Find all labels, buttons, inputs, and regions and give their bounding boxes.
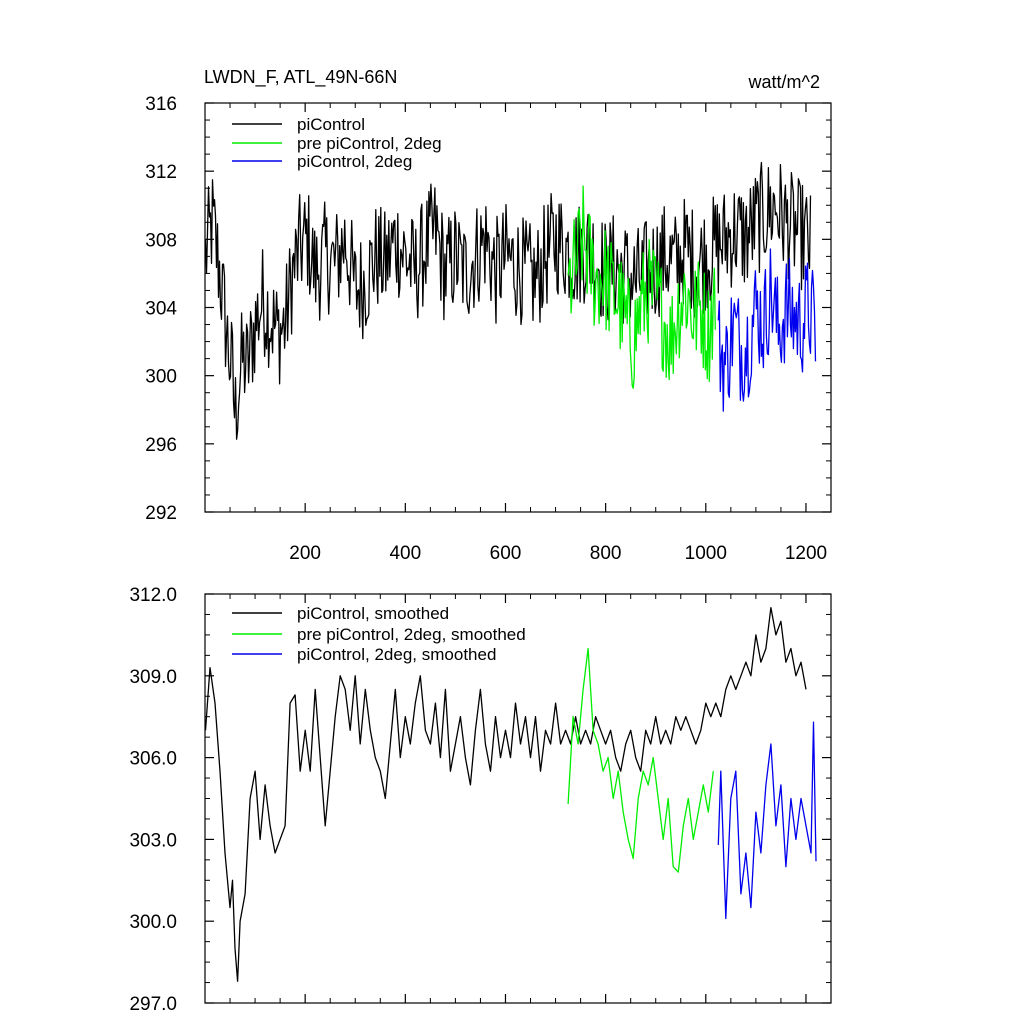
top-y-tick-label: 300 <box>145 367 177 388</box>
top-x-tick-label: 200 <box>289 543 321 564</box>
top-plot-frame <box>204 102 832 513</box>
top-chart: LWDN_F, ATL_49N-66N watt/m^2 292 296 300 30… <box>145 67 832 564</box>
bottom-plot-frame <box>204 593 832 1004</box>
top-y-tick-label: 296 <box>145 435 177 456</box>
top-series-line-0 <box>204 161 812 440</box>
legend-label-pi-control-2deg: piControl, 2deg <box>297 152 412 171</box>
top-y-tick-label: 304 <box>145 299 177 320</box>
legend-label-pi-control-2deg-smoothed: piControl, 2deg, smoothed <box>297 645 496 664</box>
top-series-line-1 <box>567 185 716 389</box>
bottom-series-line-2 <box>717 721 817 920</box>
top-series-line-2 <box>717 248 817 412</box>
bottom-axis-ticks: 297.0 300.0 303.0 306.0 309.0 312.0 <box>129 585 831 1015</box>
chart-units: watt/m^2 <box>748 72 820 92</box>
bottom-y-tick-label: 309.0 <box>129 667 177 688</box>
top-legend: piControl pre piControl, 2deg piControl,… <box>232 115 442 171</box>
top-x-tick-label: 1200 <box>785 543 827 564</box>
legend-label-pi-control-smoothed: piControl, smoothed <box>297 604 449 623</box>
bottom-y-tick-label: 306.0 <box>129 749 177 770</box>
legend-label-pre-pi-control-2deg-smoothed: pre piControl, 2deg, smoothed <box>297 625 526 644</box>
bottom-y-tick-label: 312.0 <box>129 585 177 606</box>
bottom-legend: piControl, smoothed pre piControl, 2deg,… <box>232 604 526 664</box>
top-y-tick-label: 292 <box>145 503 177 524</box>
bottom-y-tick-label: 297.0 <box>129 994 177 1015</box>
legend-label-pre-pi-control-2deg: pre piControl, 2deg <box>297 134 442 153</box>
top-y-tick-label: 312 <box>145 162 177 183</box>
bottom-y-tick-label: 300.0 <box>129 912 177 933</box>
top-y-tick-label: 316 <box>145 94 177 115</box>
top-series-group <box>204 161 817 440</box>
bottom-series-line-1 <box>567 647 714 873</box>
bottom-chart: 297.0 300.0 303.0 306.0 309.0 312.0 piControl… <box>129 585 832 1015</box>
top-x-tick-label: 800 <box>590 543 622 564</box>
top-y-tick-label: 308 <box>145 230 177 251</box>
legend-label-pi-control: piControl <box>297 115 365 134</box>
bottom-y-tick-label: 303.0 <box>129 830 177 851</box>
top-x-tick-label: 1000 <box>685 543 727 564</box>
chart-title: LWDN_F, ATL_49N-66N <box>204 67 397 88</box>
bottom-series-group <box>204 606 817 982</box>
top-x-tick-label: 400 <box>389 543 421 564</box>
bottom-series-line-0 <box>204 606 807 982</box>
top-x-tick-label: 600 <box>490 543 522 564</box>
top-axis-ticks: 292 296 300 304 308 312 316 200 400 600 800 1000 120… <box>145 94 831 564</box>
